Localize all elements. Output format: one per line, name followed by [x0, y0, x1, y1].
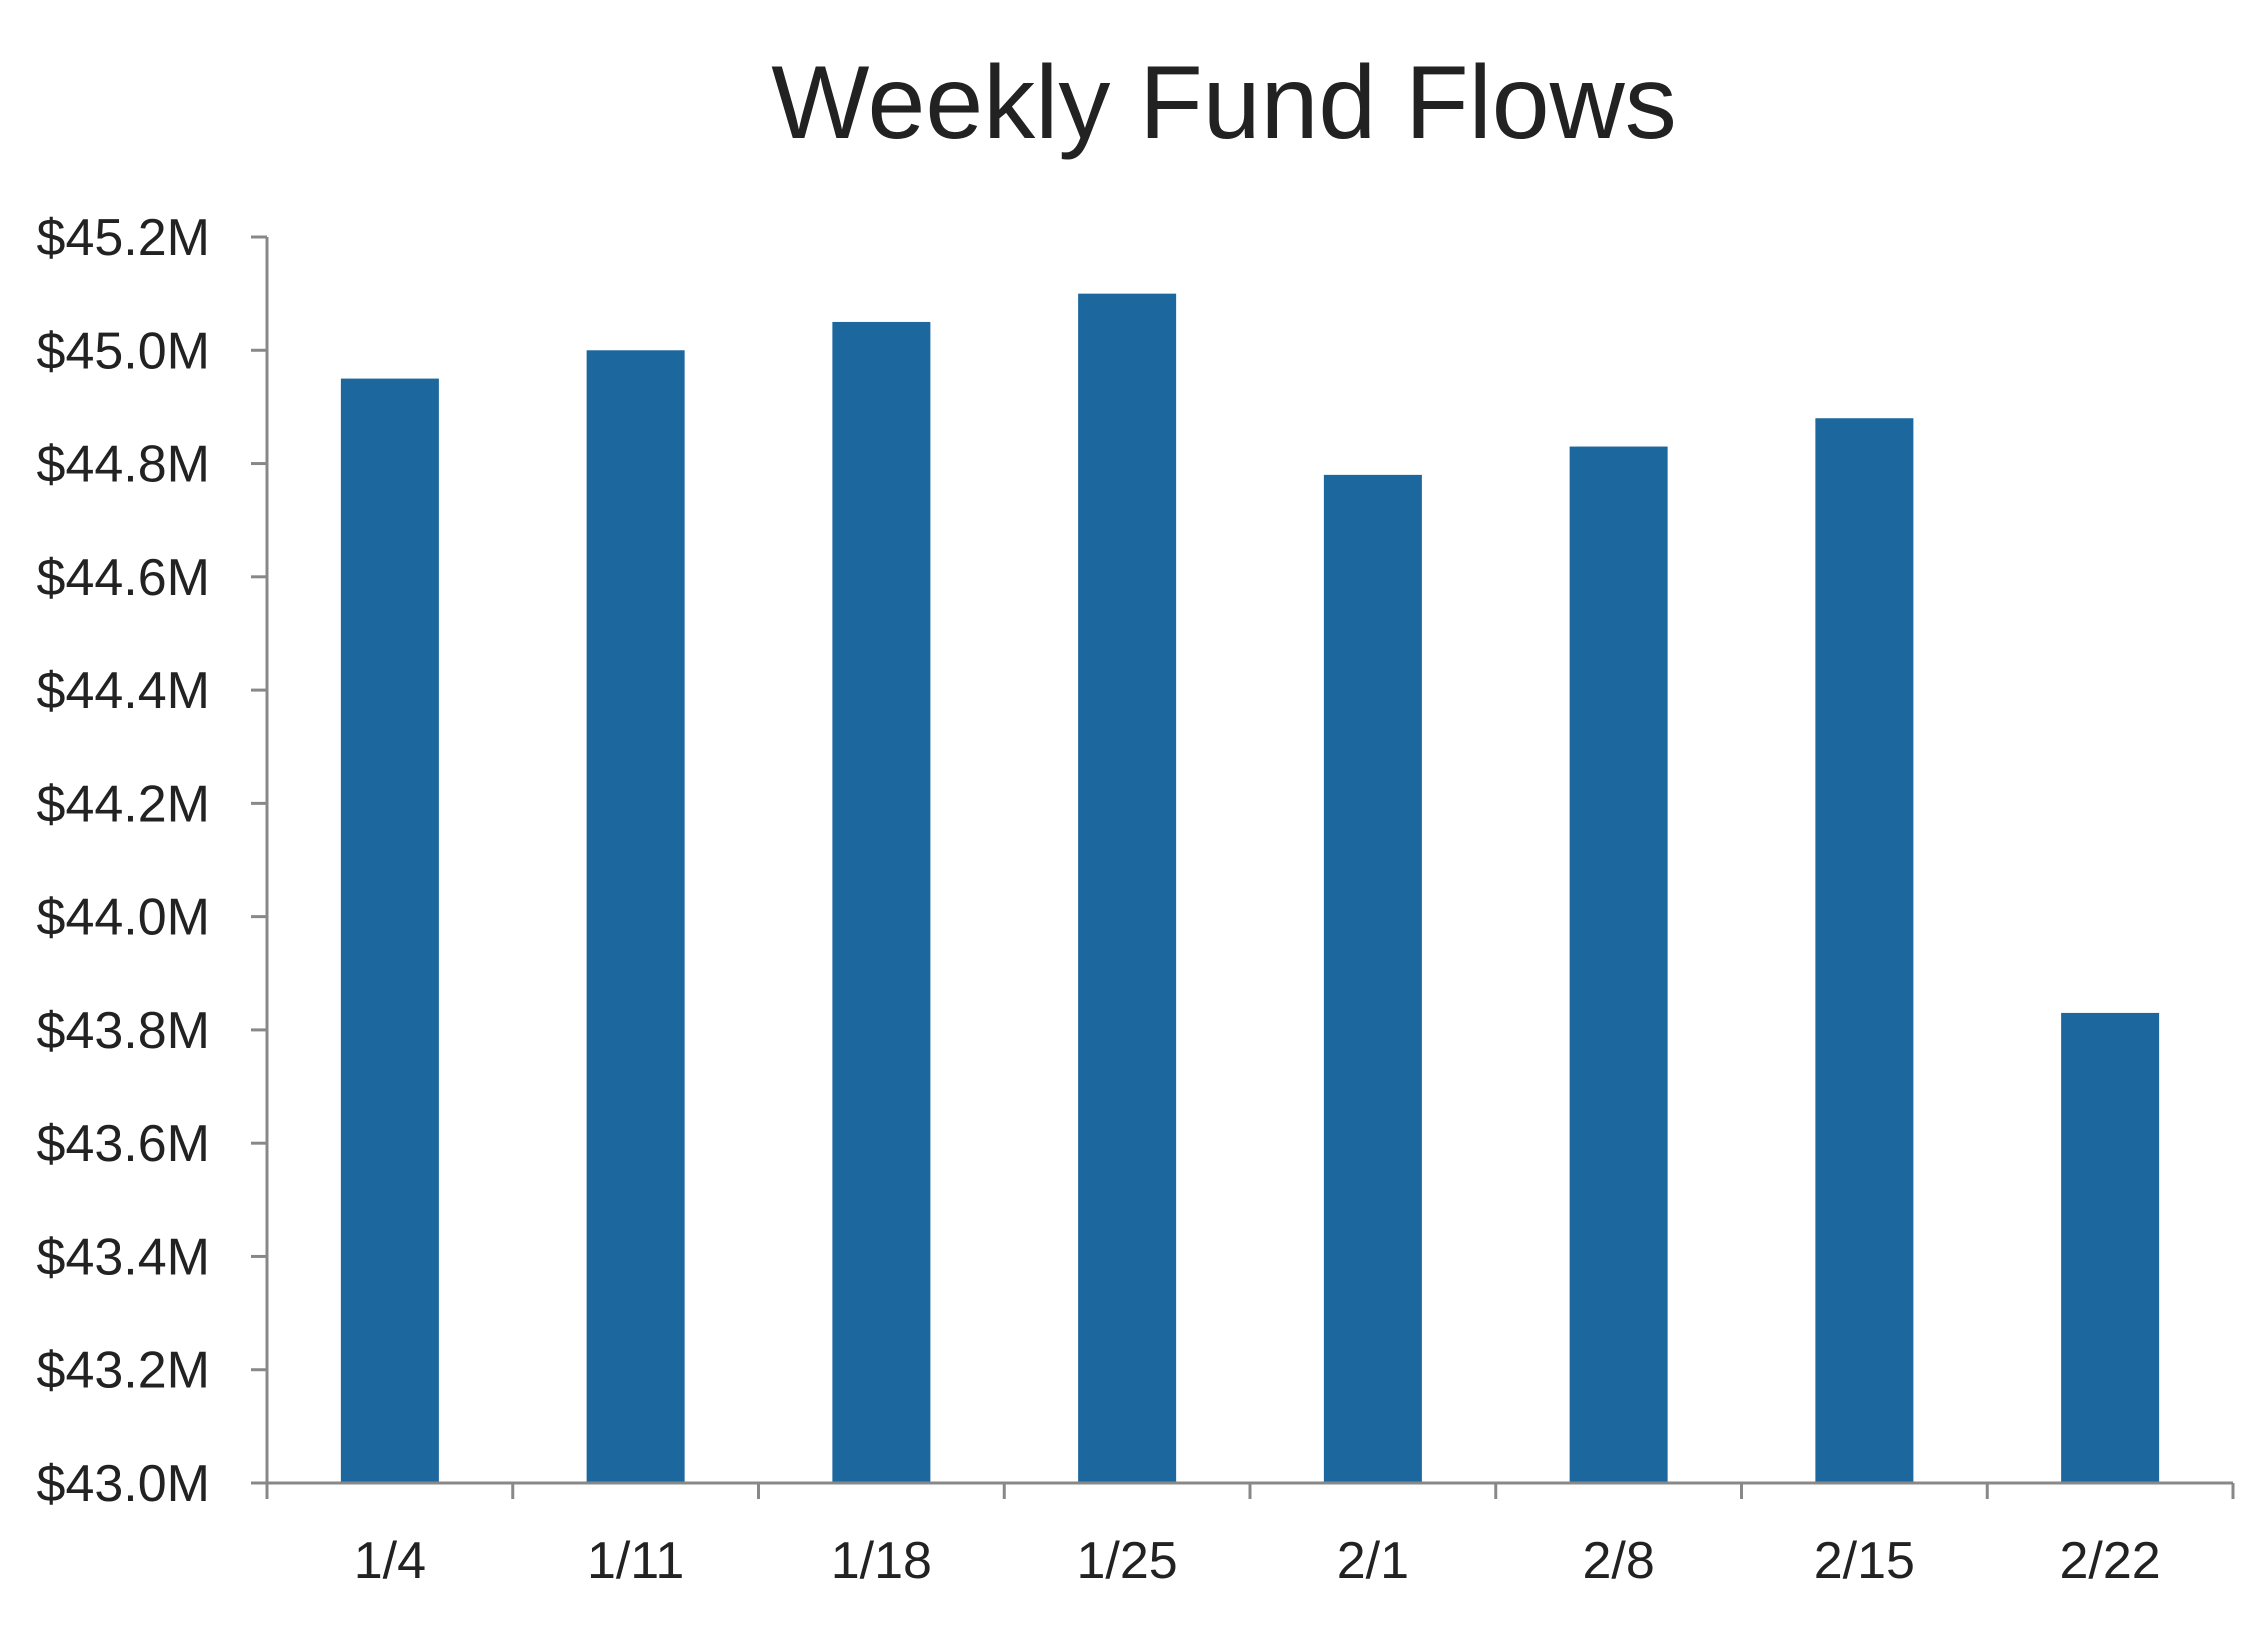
y-tick-label: $44.6M [37, 549, 210, 607]
y-tick-label: $43.8M [37, 1002, 210, 1060]
x-tick-label: 1/25 [1077, 1532, 1178, 1590]
y-tick-label: $44.0M [37, 889, 210, 947]
y-tick-label: $45.2M [37, 209, 210, 267]
bar-2-22 [2061, 1012, 2160, 1483]
y-tick-label: $43.0M [37, 1455, 210, 1513]
bar-1-25 [1078, 293, 1177, 1483]
bar-1-4 [340, 378, 439, 1484]
bar-1-18 [832, 321, 931, 1484]
x-tick-label: 2/1 [1337, 1532, 1409, 1590]
y-tick-label: $44.4M [37, 662, 210, 720]
y-tick-label: $45.0M [37, 322, 210, 380]
x-tick-label: 2/22 [2060, 1532, 2161, 1590]
y-tick-label: $43.6M [37, 1115, 210, 1173]
y-tick-label: $44.2M [37, 775, 210, 833]
bar-2-1 [1323, 474, 1422, 1483]
x-tick-label: 2/8 [1582, 1532, 1654, 1590]
bar-1-11 [586, 350, 685, 1483]
x-tick-label: 1/11 [587, 1532, 684, 1590]
x-tick-label: 1/4 [354, 1532, 426, 1590]
bars-group [340, 293, 2160, 1484]
x-tick-label: 1/18 [831, 1532, 932, 1590]
bar-2-8 [1569, 446, 1668, 1483]
chart-title: Weekly Fund Flows [771, 45, 1676, 161]
y-axis: $43.0M $43.2M $43.4M $43.6M $43.8M $44.0M $44.… [37, 209, 269, 1513]
y-tick-label: $43.4M [37, 1228, 210, 1286]
y-tick-label: $44.8M [37, 436, 210, 494]
y-tick-label: $43.2M [37, 1342, 210, 1400]
x-axis: 1/4 1/11 1/18 1/25 2/1 2/8 2/15 2/22 [265, 1481, 2235, 1590]
bar-2-15 [1815, 418, 1914, 1483]
x-tick-label: 2/15 [1814, 1532, 1915, 1590]
